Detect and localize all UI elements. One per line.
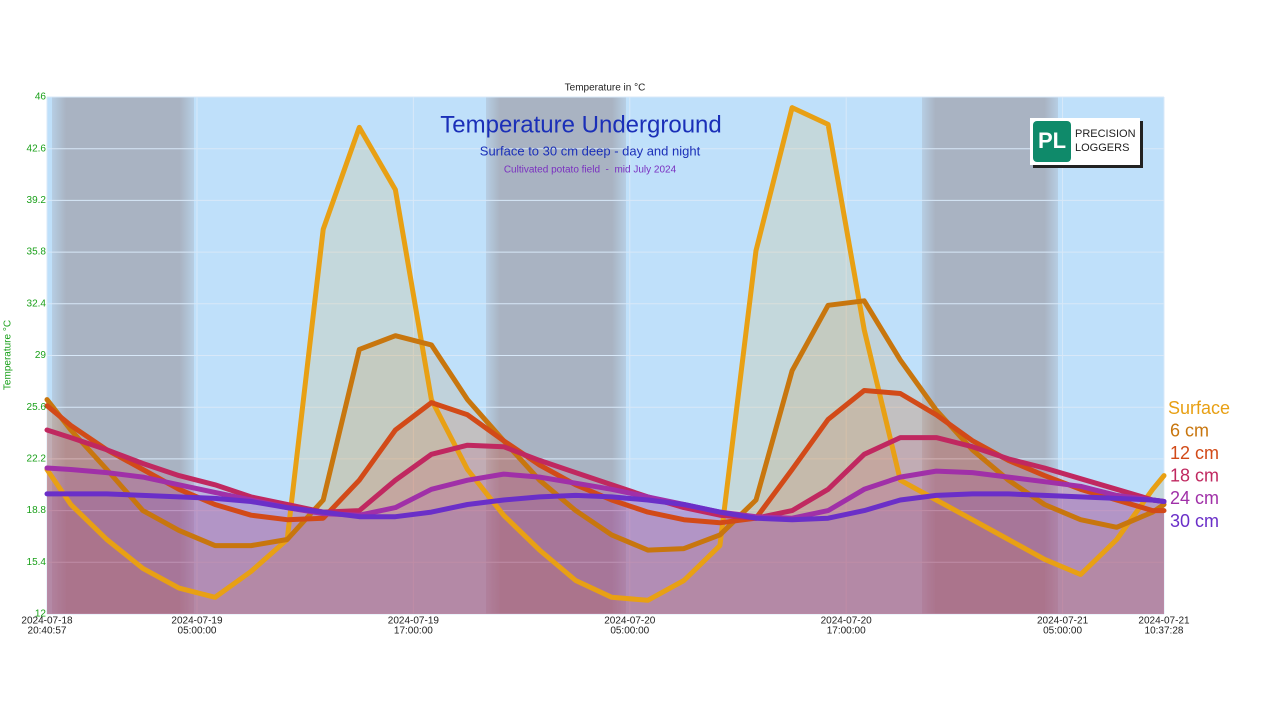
x-tick-label: 17:00:00 (827, 626, 866, 637)
y-tick-label: 29 (35, 350, 47, 361)
series-line (44, 105, 1167, 603)
y-tick-label: 12 (35, 609, 47, 620)
y-axis-label: Temperature °C (3, 320, 14, 390)
legend-label: Surface (1168, 398, 1230, 418)
x-tick-label: 05:00:00 (610, 626, 649, 637)
y-tick-label: 39.2 (27, 195, 47, 206)
x-tick-label: 2024-07-18 (21, 616, 73, 627)
series-area (47, 430, 1164, 614)
series-area (47, 493, 1164, 614)
x-tick-label: 20:40:57 (28, 626, 67, 637)
lines (44, 105, 1167, 603)
chart-subtitle: Surface to 30 cm deep - day and night (480, 143, 701, 158)
axes: 12 15.4 18.8 22.2 25.6 29 32.4 35.8 39.2 42.6 46 20… (21, 92, 1190, 637)
x-tick-label: 05:00:00 (1043, 626, 1082, 637)
logo-text: PRECISION (1075, 128, 1136, 140)
y-tick-label: 32.4 (27, 298, 47, 309)
chart-title: Temperature Underground (440, 111, 722, 138)
series-line (44, 491, 1167, 523)
legend-label: 24 cm (1170, 488, 1219, 508)
logo-text: LOGGERS (1075, 142, 1129, 154)
y-tick-label: 15.4 (27, 557, 47, 568)
x-tick-label: 2024-07-21 (1037, 616, 1089, 627)
x-tick-label: 17:00:00 (394, 626, 433, 637)
y-tick-label: 22.2 (27, 454, 47, 465)
y-tick-label: 25.6 (27, 402, 47, 413)
x-tick-label: 2024-07-20 (604, 616, 656, 627)
x-tick-label: 2024-07-20 (821, 616, 873, 627)
logo-mark: PL (1038, 128, 1066, 153)
logo-badge (1033, 121, 1071, 162)
x-tick-label: 05:00:00 (178, 626, 217, 637)
x-tick-label: 10:37:28 (1145, 626, 1184, 637)
series-line (44, 465, 1167, 521)
logo: PL PRECISION LOGGERS (1030, 118, 1143, 168)
grid (46, 96, 1165, 615)
y-tick-label: 35.8 (27, 247, 47, 258)
y-tick-label: 42.6 (27, 143, 47, 154)
y-tick-label: 46 (35, 92, 47, 103)
series-line (44, 427, 1167, 521)
legend-label: 18 cm (1170, 466, 1219, 486)
legend-label: 6 cm (1170, 420, 1209, 440)
y-tick-label: 18.8 (27, 505, 47, 516)
x-tick-label: 2024-07-21 (1138, 616, 1190, 627)
x-tick-label: 2024-07-19 (171, 616, 223, 627)
legend-label: 30 cm (1170, 511, 1219, 531)
annotation: Cultivated potato field - mid July 2024 (504, 165, 677, 176)
series-area (47, 300, 1164, 614)
chart-header: Temperature in °C (565, 83, 646, 94)
series-line (44, 298, 1167, 553)
x-tick-label: 2024-07-19 (388, 616, 440, 627)
legend-label: 12 cm (1170, 443, 1219, 463)
